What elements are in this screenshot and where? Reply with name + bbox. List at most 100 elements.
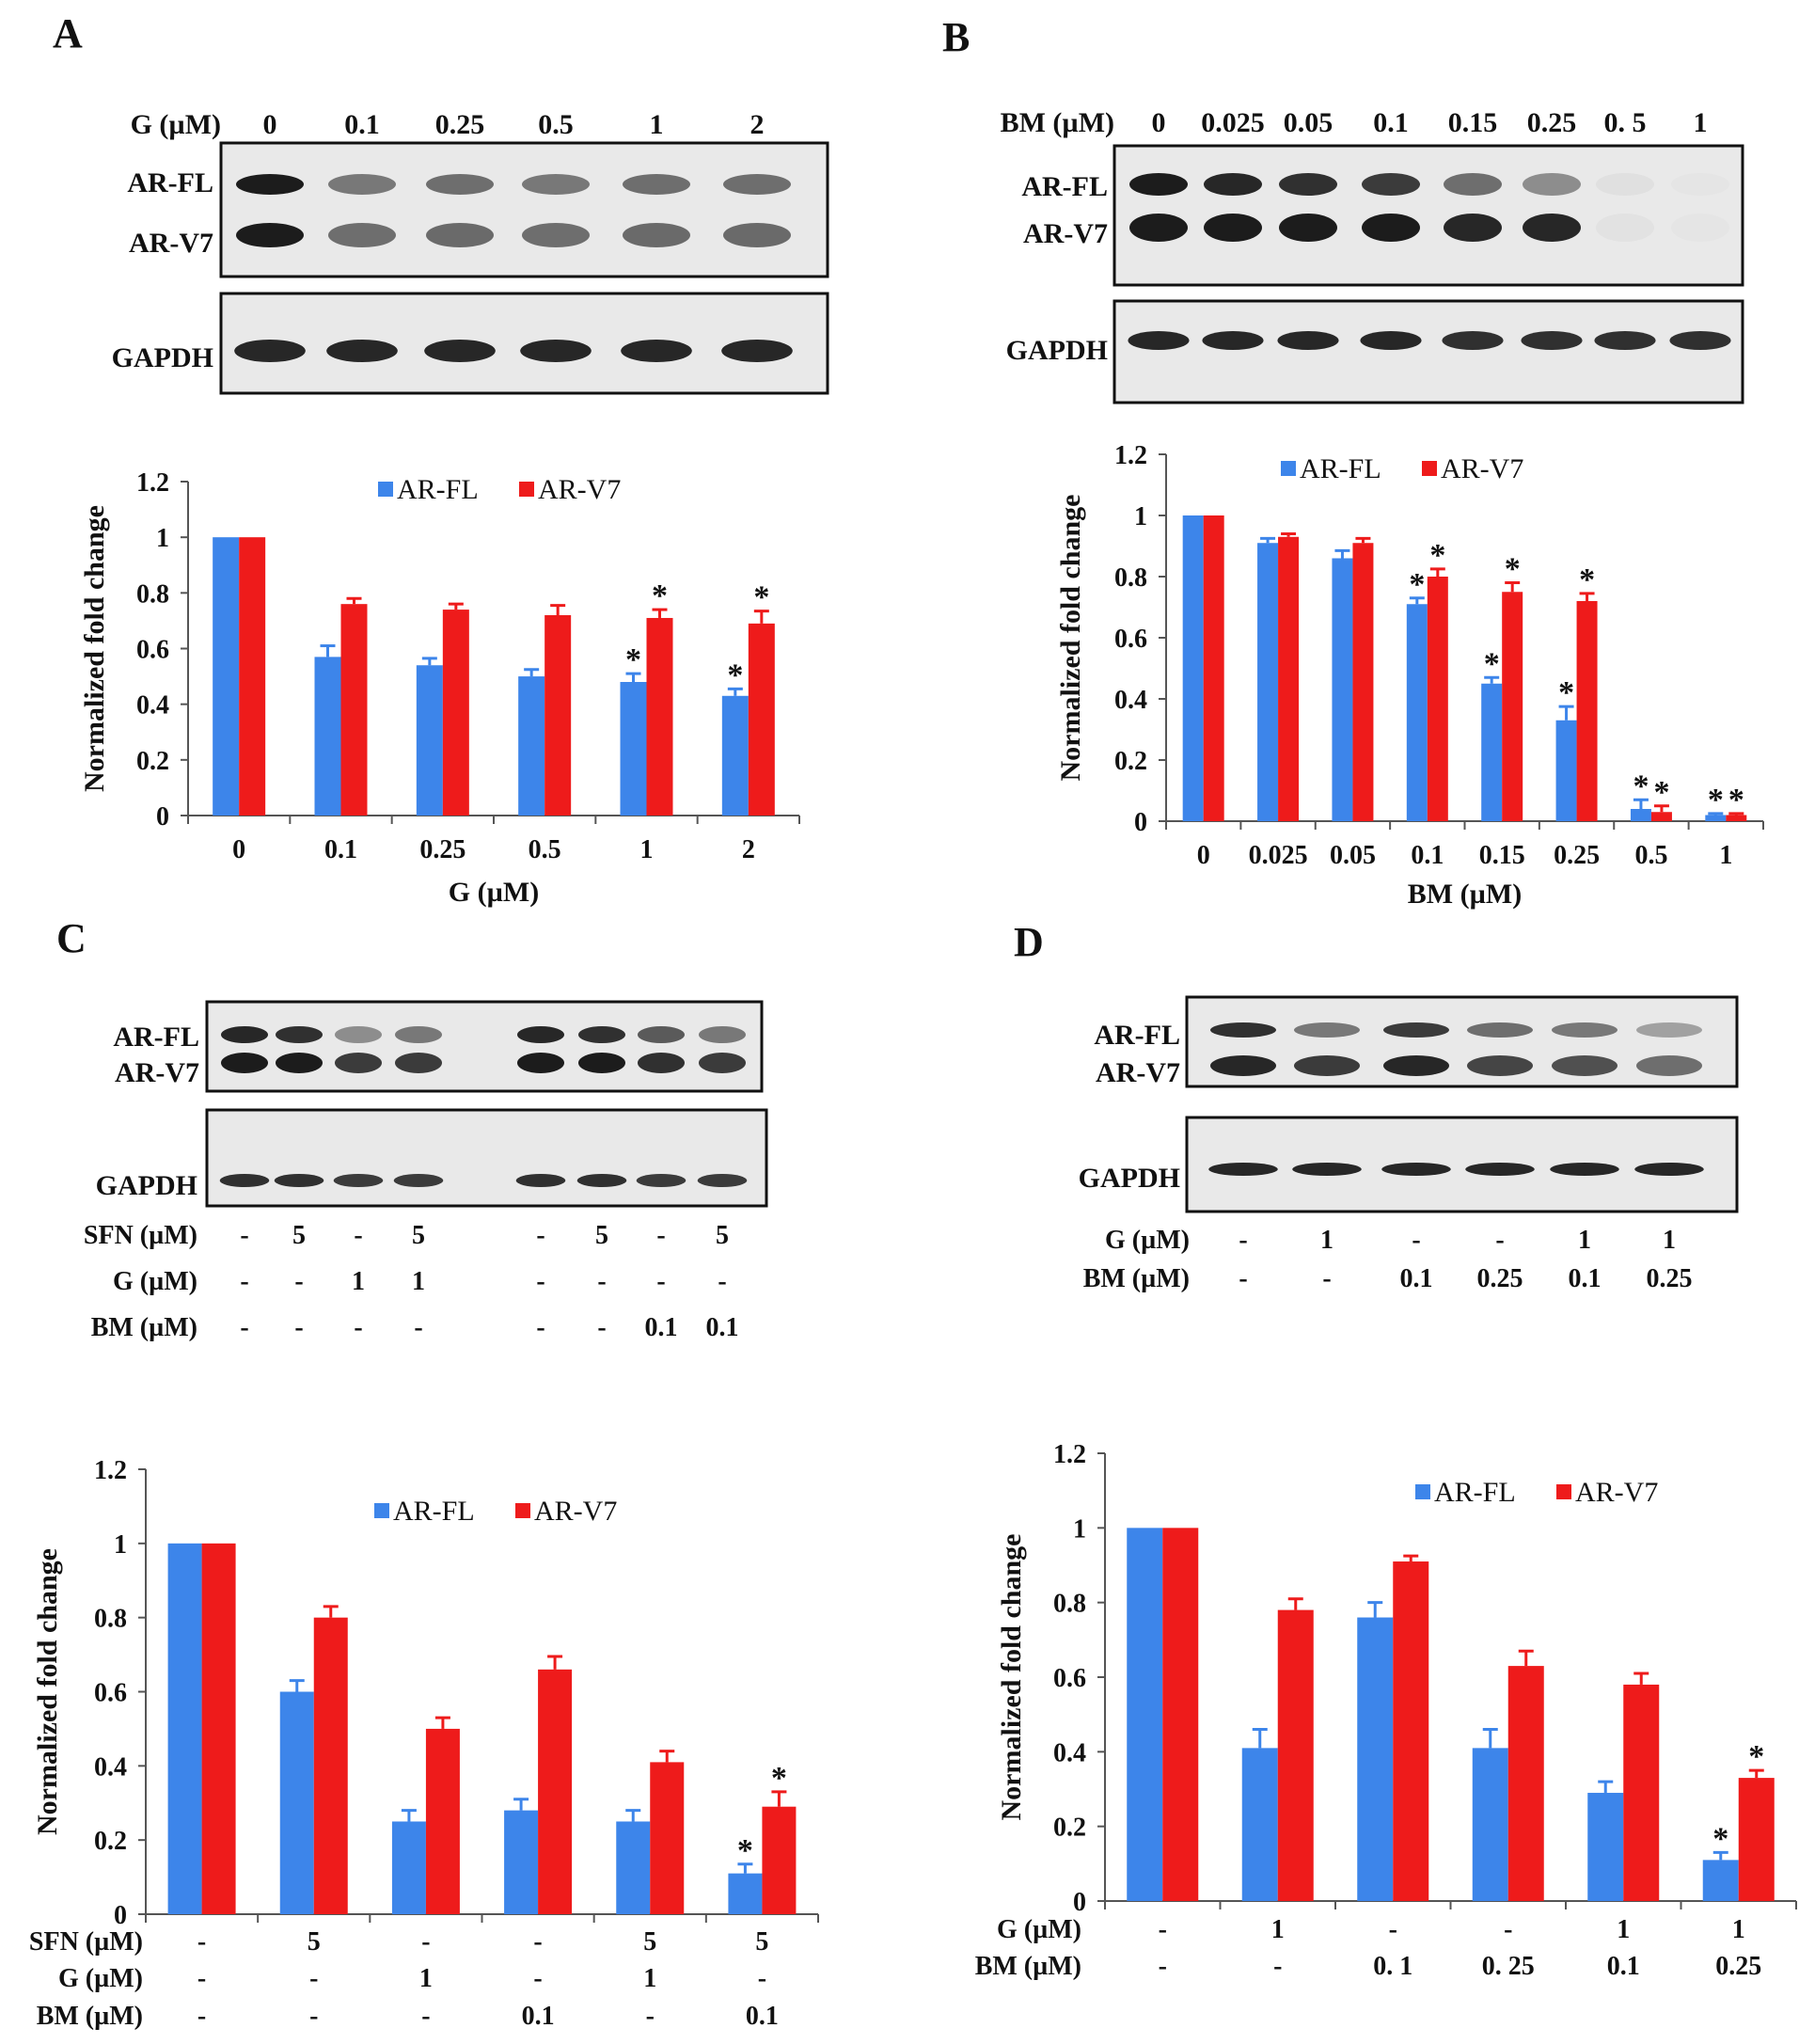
x-row-value: - <box>646 2002 655 2031</box>
bar-ar-fl <box>314 657 341 816</box>
bar-charts: 0 0.2 0.4 0.6 0.8 1 1.2 Normalized fold change *… <box>29 441 1797 2031</box>
band-ar-fl <box>221 1026 268 1043</box>
blot-row-value: 1 <box>1320 1226 1333 1255</box>
band-ar-fl <box>1210 1022 1276 1038</box>
y-tick-label: 0.4 <box>1114 686 1147 715</box>
band-gapdh <box>274 1174 324 1187</box>
y-tick-label: 1 <box>114 1530 127 1560</box>
bar-ar-v7 <box>1738 1778 1775 1901</box>
band-ar-v7 <box>1279 214 1337 242</box>
bar-ar-fl <box>1702 1860 1739 1901</box>
x-axis-label: BM (µM) <box>1408 879 1522 910</box>
band-ar-v7 <box>1204 214 1262 242</box>
bar-ar-fl <box>616 1821 651 1914</box>
blot-label-ar-fl: AR-FL <box>1094 1020 1180 1051</box>
band-ar-v7 <box>578 1053 625 1073</box>
band-ar-v7 <box>1383 1055 1449 1076</box>
y-tick-label: 0.4 <box>136 691 169 721</box>
bar-ar-fl <box>728 1873 763 1914</box>
band-gapdh <box>697 1174 748 1187</box>
blot-membrane-gapdh <box>219 292 829 395</box>
band-ar-v7 <box>1467 1055 1533 1076</box>
blot-row-value: 0.1 <box>706 1313 739 1342</box>
blot-row-value: 5 <box>292 1221 306 1250</box>
blot-lane-label: 0.25 <box>435 109 485 140</box>
blot-row-value: - <box>597 1267 606 1296</box>
significance-marker: * <box>652 578 668 613</box>
blot-label-gapdh: GAPDH <box>112 342 213 373</box>
band-gapdh <box>1208 1163 1278 1176</box>
legend-swatch-ar-v7 <box>1556 1484 1571 1499</box>
blot-b: AR-FL AR-V7 GAPDH BM (µM) 0 0.025 0.05 0.1 0.15 0… <box>1001 107 1744 404</box>
band-ar-fl <box>1444 173 1502 196</box>
band-ar-fl <box>623 174 690 195</box>
blot-row-value: - <box>240 1313 248 1342</box>
x-row-value: 5 <box>755 1927 768 1957</box>
y-tick-label: 1 <box>1134 502 1147 531</box>
band-gapdh <box>520 340 592 362</box>
blot-label-ar-fl: AR-FL <box>113 1022 199 1053</box>
x-tick-label: 0.5 <box>529 835 561 864</box>
y-axis-label: Normalized fold change <box>79 505 110 792</box>
bar-ar-fl <box>721 695 749 816</box>
significance-marker: * <box>1579 562 1595 597</box>
bar-ar-fl <box>1257 543 1279 821</box>
band-ar-v7 <box>335 1053 382 1073</box>
blot-row-value: 0.1 <box>1400 1264 1433 1293</box>
significance-marker: * <box>1728 783 1744 817</box>
y-tick-label: 0.2 <box>1053 1814 1086 1843</box>
x-tick-label: 0.25 <box>1554 841 1600 870</box>
band-ar-fl <box>395 1026 442 1043</box>
bar-ar-v7 <box>646 617 673 816</box>
x-tick-label: 0.05 <box>1330 841 1376 870</box>
blot-a: AR-FL AR-V7 GAPDH G (µM) 0 0.1 0.25 0.5 1 2 <box>112 109 829 395</box>
band-ar-v7 <box>623 223 690 247</box>
blot-row-value: - <box>656 1267 665 1296</box>
bar-ar-v7 <box>201 1543 236 1914</box>
band-ar-fl <box>1671 173 1729 196</box>
band-ar-fl <box>1596 173 1654 196</box>
blot-row-label: BM (µM) <box>1083 1264 1190 1293</box>
blot-row-value: 1 <box>1578 1226 1591 1255</box>
band-ar-fl <box>578 1026 625 1043</box>
x-row-label: G (µM) <box>58 1964 143 1993</box>
band-gapdh <box>219 1174 270 1187</box>
band-ar-fl <box>426 174 494 195</box>
bar-ar-fl <box>1127 1528 1163 1901</box>
band-gapdh <box>1465 1163 1535 1176</box>
bar-ar-v7 <box>1393 1561 1429 1901</box>
band-gapdh <box>1128 331 1190 350</box>
blot-row-value: 0.25 <box>1477 1264 1523 1293</box>
blot-lane-label: 0 <box>1152 107 1166 138</box>
blot-membrane-ar <box>1113 144 1744 287</box>
blot-row-value: - <box>1239 1226 1247 1255</box>
x-row-value: - <box>533 1927 542 1957</box>
blot-row-value: - <box>240 1221 248 1250</box>
bar-ar-v7 <box>1623 1684 1660 1901</box>
x-tick-label: 0.25 <box>419 835 466 864</box>
band-ar-fl <box>1362 173 1420 196</box>
band-gapdh <box>621 340 692 362</box>
y-tick-label: 0.6 <box>1053 1664 1086 1693</box>
band-ar-fl <box>517 1026 564 1043</box>
blot-label-gapdh: GAPDH <box>1006 335 1108 366</box>
bar-ar-fl <box>620 682 647 816</box>
band-ar-v7 <box>328 223 396 247</box>
bar-ar-v7 <box>1427 577 1448 821</box>
y-tick-label: 1 <box>156 524 169 553</box>
x-row-value: - <box>1504 1915 1512 1944</box>
x-tick-label: 0.1 <box>324 835 357 864</box>
blot-dose-label: BM (µM) <box>1001 107 1114 138</box>
blot-lane-label: 2 <box>750 109 765 140</box>
bar-ar-v7 <box>1726 815 1747 821</box>
band-gapdh <box>1634 1163 1704 1176</box>
y-tick-label: 0.2 <box>136 747 169 776</box>
x-row-value: - <box>309 2002 318 2031</box>
x-row-value: 1 <box>643 1964 656 1993</box>
x-row-value: 5 <box>308 1927 321 1957</box>
legend-swatch-ar-fl <box>378 482 393 497</box>
band-ar-fl <box>638 1026 685 1043</box>
band-gapdh <box>721 340 793 362</box>
band-ar-v7 <box>276 1053 323 1073</box>
blot-row-value: - <box>536 1221 544 1250</box>
